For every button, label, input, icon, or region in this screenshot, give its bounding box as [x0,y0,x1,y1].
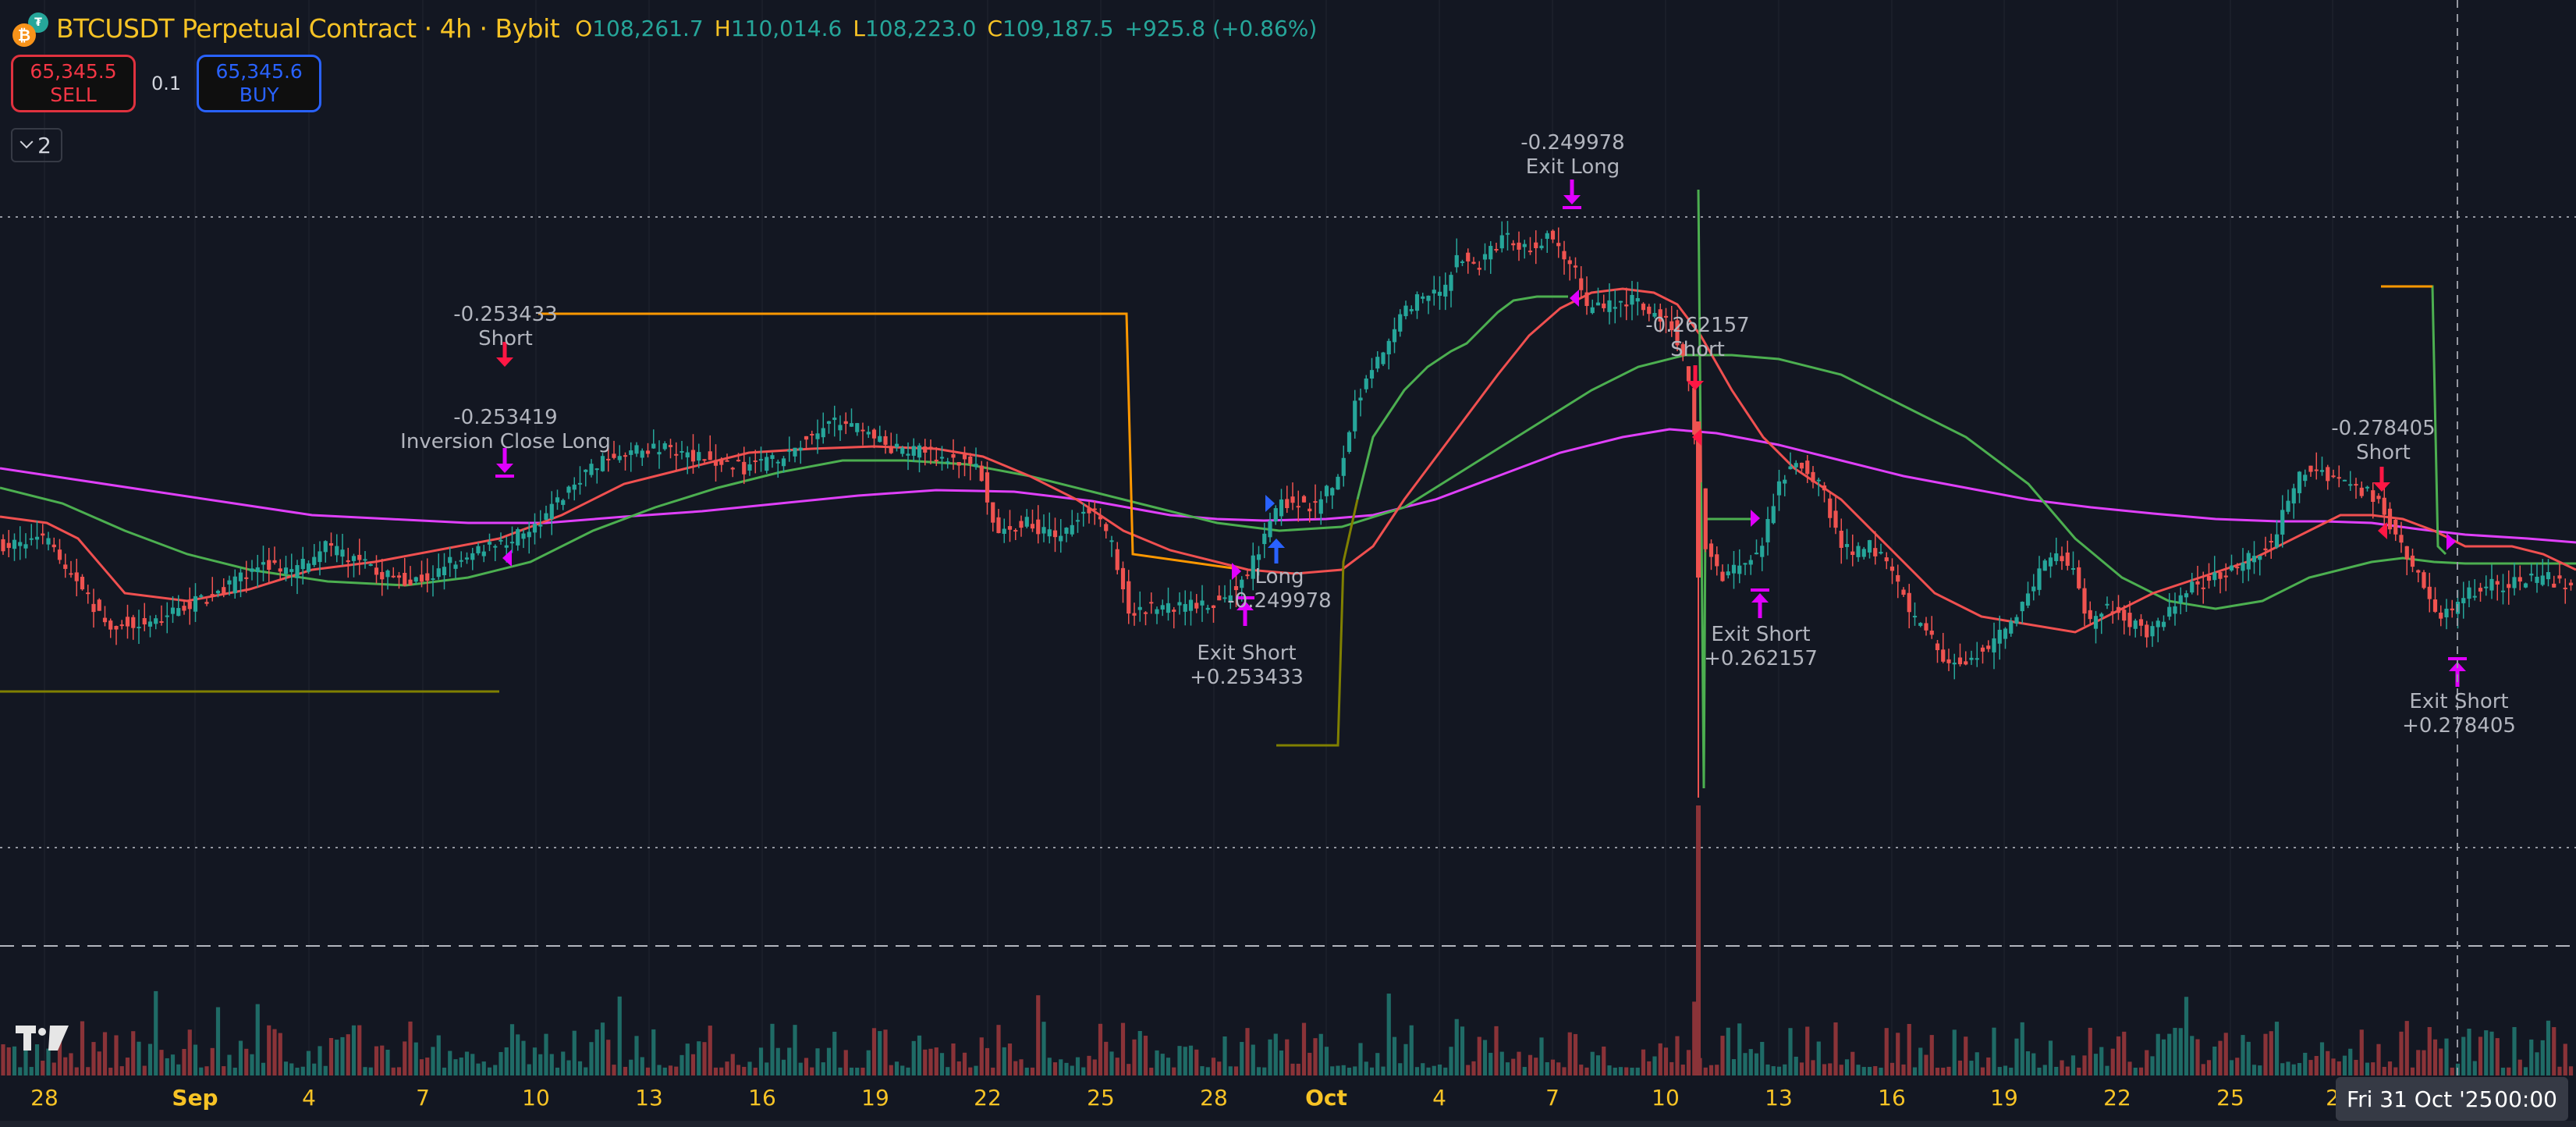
trade-annotation-label: -0.253419 Inversion Close Long [400,406,611,454]
trade-annotation-label: Exit Short +0.262157 [1704,623,1818,671]
annotation-line: Inversion Close Long [400,430,611,453]
annotation-line: Exit Short [2409,690,2509,713]
trailing-stop-lines [0,189,2447,789]
sell-button[interactable]: 65,345.5 SELL [11,55,136,112]
annotation-line: +0.278405 [2402,714,2516,738]
time-axis-label: 16 [1878,1085,1906,1111]
arrow-down-marker-icon [496,342,513,367]
time-axis-label: 25 [1087,1085,1115,1111]
annotation-line: -0.262157 [1645,314,1750,337]
annotation-line: Short [478,327,533,350]
trade-annotation-label: Exit Short +0.253433 [1190,642,1304,690]
annotation-line: +0.262157 [1704,647,1818,670]
time-axis-label: 16 [748,1085,776,1111]
sell-price: 65,345.5 [30,60,117,83]
time-axis-label: 28 [1200,1085,1228,1111]
symbol-icons: ₮ ₿ [8,11,48,47]
crosshair-time: 00:00 [2494,1086,2557,1112]
order-quantity[interactable]: 0.1 [151,73,182,94]
time-axis-label: 10 [522,1085,550,1111]
time-axis-label: 19 [861,1085,889,1111]
annotation-line: Short [2356,441,2411,464]
high-value: H110,014.6 [714,15,843,41]
tri-left-marker-icon [2378,522,2387,539]
time-axis-label: 4 [302,1085,316,1111]
crosshair-time-label: Fri 31 Oct '25 00:00 [2336,1077,2568,1121]
arrow-down-bar-marker-icon [1563,180,1581,209]
annotation-line: Long [1254,565,1304,588]
symbol-legend: ₮ ₿ BTCUSDT Perpetual Contract · 4h · By… [8,11,1317,47]
buy-price: 65,345.6 [215,60,303,83]
time-axis-label: 7 [416,1085,430,1111]
crosshair-date: Fri 31 Oct '25 [2347,1086,2493,1112]
annotation-line: Exit Short [1711,623,1811,646]
trade-annotation-label: Long -0.249978 [1227,565,1331,613]
time-axis-label: 22 [974,1085,1002,1111]
time-axis-label: 19 [1990,1085,2018,1111]
annotation-line: -0.253419 [453,406,558,429]
arrow-down-marker-icon [2373,467,2390,492]
arrow-up-marker-icon [1268,539,1285,564]
ohlc-values: O108,261.7 H110,014.6 L108,223.0 C109,18… [575,16,1317,41]
annotation-line: -0.253433 [453,303,558,326]
close-value: C109,187.5 [987,15,1114,41]
annotation-line: Exit Short [1197,642,1297,665]
time-axis[interactable]: 28 Sep 4 7 10 13 16 19 22 25 28 Oct 4 7 10 13 16 19 22 25 2 [0,1077,2576,1121]
annotation-line: -0.249978 [1520,131,1625,155]
open-value: O108,261.7 [575,15,704,41]
time-axis-label: 22 [2103,1085,2131,1111]
time-axis-label: 25 [2216,1085,2244,1111]
arrow-down-bar-marker-icon [495,448,514,478]
tri-right-marker-icon [1751,510,1760,527]
arrow-up-bar-marker-icon [1236,596,1254,626]
quick-trade-panel: 65,345.5 SELL 0.1 65,345.6 BUY [11,55,322,112]
volume-bars [1,805,2574,1075]
arrow-up-bar-marker-icon [1751,588,1769,618]
annotation-line: +0.253433 [1190,666,1304,689]
trade-annotation-label: -0.249978 Exit Long [1520,131,1624,180]
annotation-line: Short [1670,338,1725,361]
annotation-line: -0.249978 [1227,589,1332,613]
candlesticks [1,221,2574,798]
tradingview-logo-icon[interactable] [14,1022,70,1054]
change-value: +925.8 (+0.86%) [1124,15,1318,41]
tri-left-marker-icon [1692,428,1701,446]
tri-right-marker-icon [1265,495,1275,512]
low-value: L108,223.0 [853,15,977,41]
chart-grid [44,0,2333,1077]
time-axis-label: Sep [172,1085,218,1111]
time-axis-label: Oct [1305,1085,1347,1111]
time-axis-label: 4 [1432,1085,1446,1111]
arrow-down-marker-icon [1687,365,1704,390]
time-axis-label: 13 [1765,1085,1793,1111]
time-axis-label: 13 [635,1085,663,1111]
sell-label: SELL [50,84,97,106]
annotation-line: -0.278405 [2331,417,2436,440]
time-axis-label: 28 [30,1085,59,1111]
trade-annotation-label: -0.253433 Short [453,303,557,351]
annotation-line: Exit Long [1525,155,1620,179]
time-axis-label: 7 [1545,1085,1559,1111]
tri-right-marker-icon [2446,533,2456,550]
indicators-collapse-button[interactable]: 2 [11,128,62,162]
trade-annotation-label: -0.278405 Short [2331,417,2435,465]
bottom-toolbar-edge [0,1121,2576,1127]
tri-left-marker-icon [502,549,512,567]
indicators-count: 2 [37,132,51,158]
tri-right-marker-icon [1232,563,1241,580]
price-level-lines [0,216,2576,947]
time-axis-label: 10 [1652,1085,1680,1111]
buy-button[interactable]: 65,345.6 BUY [197,55,322,112]
chevron-down-icon [20,135,34,149]
trade-annotation-label: Exit Short +0.278405 [2402,690,2516,738]
bitcoin-coin-icon: ₿ [12,23,36,47]
buy-label: BUY [239,84,279,106]
symbol-title[interactable]: BTCUSDT Perpetual Contract · 4h · Bybit [56,12,560,44]
tri-left-marker-icon [1570,290,1579,307]
trade-annotation-label: -0.262157 Short [1645,314,1749,362]
